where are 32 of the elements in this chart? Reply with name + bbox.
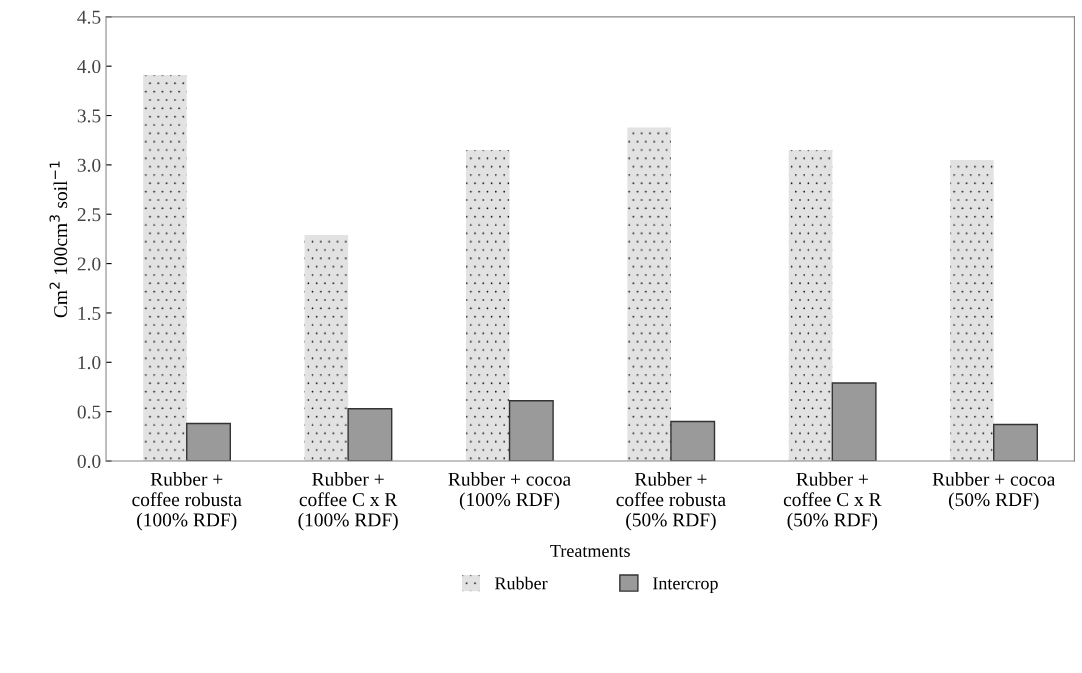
bar [304,234,349,462]
y-tick-label: 4.0 [77,59,101,74]
bar [347,407,393,462]
bar [508,400,554,462]
y-tick-label: 1.5 [78,306,101,320]
x-tick-label: Rubber + coffee robusta (100% RDF) [132,472,242,531]
y-tick-label: 4.5 [77,10,101,24]
y-tick-label: 3.0 [77,158,101,172]
x-axis-title: Treatments [550,545,630,558]
bar [627,127,671,462]
bar [186,422,232,462]
y-tick-label: 1.0 [78,356,101,370]
y-tick-label: 3.5 [77,109,101,123]
x-tick-label: Rubber + cocoa (100% RDF) [448,472,571,511]
x-tick-label: Rubber + coffee C x R (50% RDF) [783,472,882,531]
bar [670,420,716,462]
bar [143,75,187,462]
x-tick-label: Rubber + coffee C x R (100% RDF) [298,472,398,531]
y-axis-title: Cm$^{2}$ 100cm$^{3}$ soil$^{−1}$ [49,161,68,318]
legend-label: Rubber [494,576,548,590]
y-tick-label: 2.0 [77,257,101,271]
bar [788,150,833,462]
x-tick-label: Rubber + cocoa (50% RDF) [932,472,1056,511]
y-tick-label: 2.5 [77,208,101,222]
bar [831,382,877,462]
bar [950,159,994,462]
y-tick-label: 0.0 [77,454,101,469]
bar [465,150,510,462]
legend-label: Intercrop [652,577,718,594]
x-tick-label: Rubber + coffee robusta (50% RDF) [616,472,726,531]
bar [993,423,1038,462]
y-tick-label: 0.5 [77,405,101,419]
